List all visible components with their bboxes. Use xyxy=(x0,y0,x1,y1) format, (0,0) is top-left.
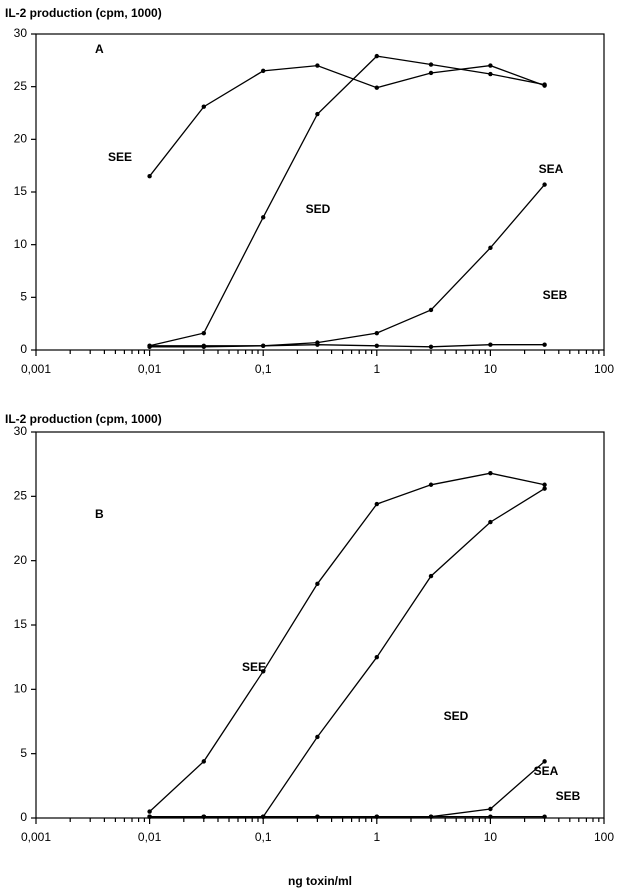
data-point xyxy=(315,63,320,68)
data-point xyxy=(428,482,434,487)
x-tick-label: 100 xyxy=(594,830,614,844)
data-point xyxy=(261,669,266,674)
y-tick-label: 30 xyxy=(14,424,28,438)
data-point xyxy=(428,344,434,350)
data-point xyxy=(488,519,493,525)
x-tick-label: 1 xyxy=(373,362,380,376)
data-point xyxy=(201,330,207,336)
series-label: SED xyxy=(444,709,469,723)
panel-label: B xyxy=(95,507,104,521)
data-point xyxy=(261,343,266,348)
y-tick-label: 0 xyxy=(20,342,27,356)
data-point xyxy=(315,111,320,117)
series-label: SEA xyxy=(539,162,564,176)
data-point xyxy=(542,486,547,491)
data-point xyxy=(488,245,493,251)
data-point xyxy=(201,104,207,109)
data-point xyxy=(147,809,152,814)
data-point xyxy=(315,342,320,347)
y-axis-label: IL-2 production (cpm, 1000) xyxy=(5,6,162,20)
data-point xyxy=(201,344,207,350)
y-tick-label: 25 xyxy=(14,79,28,93)
y-tick-label: 10 xyxy=(14,682,28,696)
x-axis-label: ng toxin/ml xyxy=(288,874,352,888)
series-label: SEA xyxy=(534,764,559,778)
series-line xyxy=(149,64,545,177)
series-line xyxy=(149,760,546,818)
x-tick-label: 100 xyxy=(594,362,614,376)
data-point xyxy=(147,174,152,179)
series-line xyxy=(149,55,545,347)
x-tick-label: 0,01 xyxy=(138,362,162,376)
data-point xyxy=(261,68,266,74)
data-point xyxy=(428,70,434,76)
data-point xyxy=(542,759,547,764)
y-tick-label: 5 xyxy=(20,746,27,760)
data-point xyxy=(315,734,320,740)
data-point xyxy=(147,814,152,819)
data-point xyxy=(374,654,379,660)
data-point xyxy=(542,182,547,187)
data-point xyxy=(374,343,379,348)
data-point xyxy=(428,814,434,819)
y-tick-label: 10 xyxy=(14,237,28,251)
y-tick-label: 5 xyxy=(20,290,27,304)
x-tick-label: 10 xyxy=(484,830,498,844)
data-point xyxy=(488,814,493,819)
plot-frame xyxy=(35,431,605,819)
data-point xyxy=(488,806,493,812)
y-tick-label: 30 xyxy=(14,26,28,40)
y-tick-label: 0 xyxy=(20,810,27,824)
data-point xyxy=(201,814,207,819)
data-point xyxy=(315,581,320,587)
data-point xyxy=(374,53,379,59)
series-line xyxy=(149,472,545,813)
data-point xyxy=(542,342,547,347)
x-tick-label: 0,01 xyxy=(138,830,162,844)
y-tick-label: 20 xyxy=(14,132,28,146)
y-tick-label: 15 xyxy=(14,184,28,198)
series-label: SEB xyxy=(556,789,581,803)
data-point xyxy=(488,63,493,68)
series-line xyxy=(149,184,546,347)
x-tick-label: 0,1 xyxy=(255,362,272,376)
plot-frame xyxy=(35,33,605,351)
series-label: SEE xyxy=(242,660,266,674)
data-point xyxy=(374,330,379,336)
data-point xyxy=(315,814,320,819)
data-point xyxy=(488,470,493,476)
data-point xyxy=(261,215,266,220)
panel-label: A xyxy=(95,42,104,56)
series-label: SEE xyxy=(108,150,132,164)
x-tick-label: 1 xyxy=(373,830,380,844)
data-point xyxy=(428,573,434,579)
y-tick-label: 15 xyxy=(14,617,28,631)
data-point xyxy=(488,71,493,77)
x-tick-label: 0,001 xyxy=(21,830,51,844)
x-tick-label: 10 xyxy=(484,362,498,376)
y-tick-label: 20 xyxy=(14,553,28,567)
series-line xyxy=(149,488,545,818)
data-point xyxy=(428,62,434,67)
series-line xyxy=(149,344,545,348)
x-tick-label: 0,1 xyxy=(255,830,272,844)
data-point xyxy=(374,501,379,507)
data-point xyxy=(542,814,547,819)
data-point xyxy=(147,344,152,350)
data-point xyxy=(261,814,266,819)
series-label: SED xyxy=(306,202,331,216)
data-point xyxy=(542,482,547,487)
data-point xyxy=(542,82,547,87)
x-tick-label: 0,001 xyxy=(21,362,51,376)
y-axis-label: IL-2 production (cpm, 1000) xyxy=(5,412,162,426)
y-tick-label: 25 xyxy=(14,489,28,503)
series-label: SEB xyxy=(543,288,568,302)
data-point xyxy=(488,342,493,347)
data-point xyxy=(374,85,379,90)
data-point xyxy=(201,759,207,764)
data-point xyxy=(374,814,379,819)
data-point xyxy=(428,307,434,313)
